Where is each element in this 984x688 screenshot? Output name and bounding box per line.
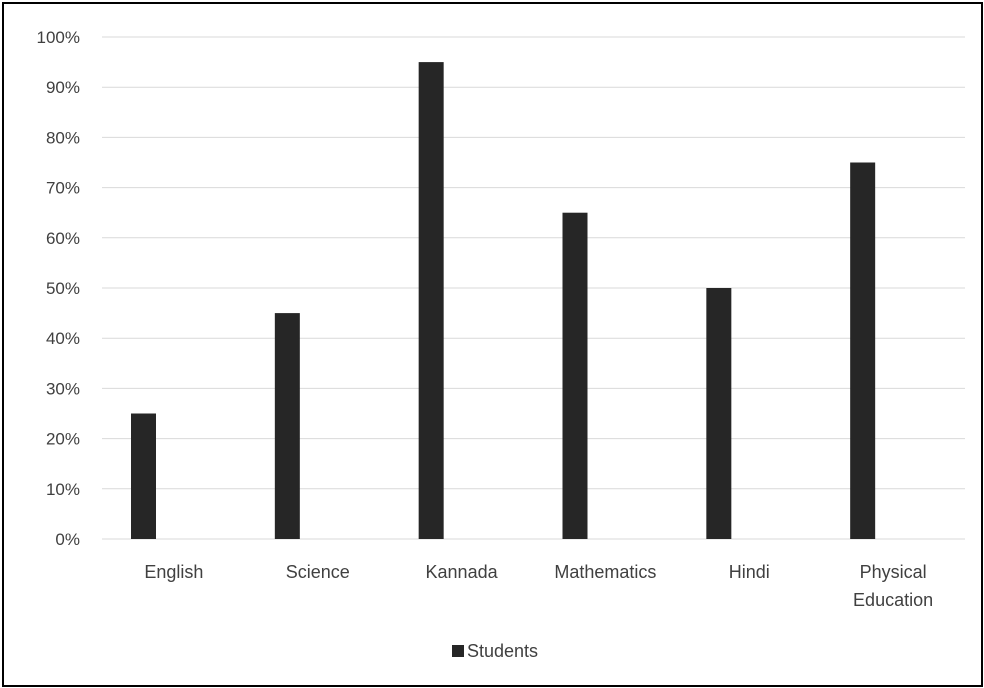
y-tick-label: 50% <box>46 279 80 298</box>
y-tick-label: 80% <box>46 128 80 147</box>
bar-hindi <box>706 288 732 539</box>
y-tick-label: 40% <box>46 329 80 348</box>
legend-label-students: Students <box>467 641 538 661</box>
x-tick-label: Mathematics <box>554 562 656 582</box>
bar-mathematics <box>562 212 588 539</box>
bar-kannada <box>418 62 444 539</box>
x-tick-label: Physical Education <box>853 562 933 610</box>
y-axis-ticks: 0% 10% 20% 30% 40% 50% 60% 70% 80% 90% 100% <box>37 28 80 549</box>
y-tick-label: 10% <box>46 480 80 499</box>
y-tick-label: 90% <box>46 78 80 97</box>
y-tick-label: 20% <box>46 430 80 449</box>
bar-science <box>274 313 300 539</box>
gridlines <box>102 36 965 540</box>
y-tick-label: 100% <box>37 28 80 47</box>
bar-english <box>131 413 156 539</box>
y-tick-label: 0% <box>55 530 80 549</box>
x-tick-label: English <box>144 562 203 582</box>
y-tick-label: 70% <box>46 179 80 198</box>
legend-swatch-students <box>452 645 464 657</box>
y-tick-label: 60% <box>46 229 80 248</box>
x-tick-label: Hindi <box>729 562 770 582</box>
bar-physical-education <box>850 162 876 539</box>
x-tick-label: Science <box>286 562 350 582</box>
x-axis-labels: English Science Kannada Mathematics Hindi Phy… <box>144 562 933 610</box>
y-tick-label: 30% <box>46 379 80 398</box>
bars <box>131 62 876 539</box>
legend: Students <box>452 641 538 661</box>
x-tick-label: Kannada <box>426 562 499 582</box>
